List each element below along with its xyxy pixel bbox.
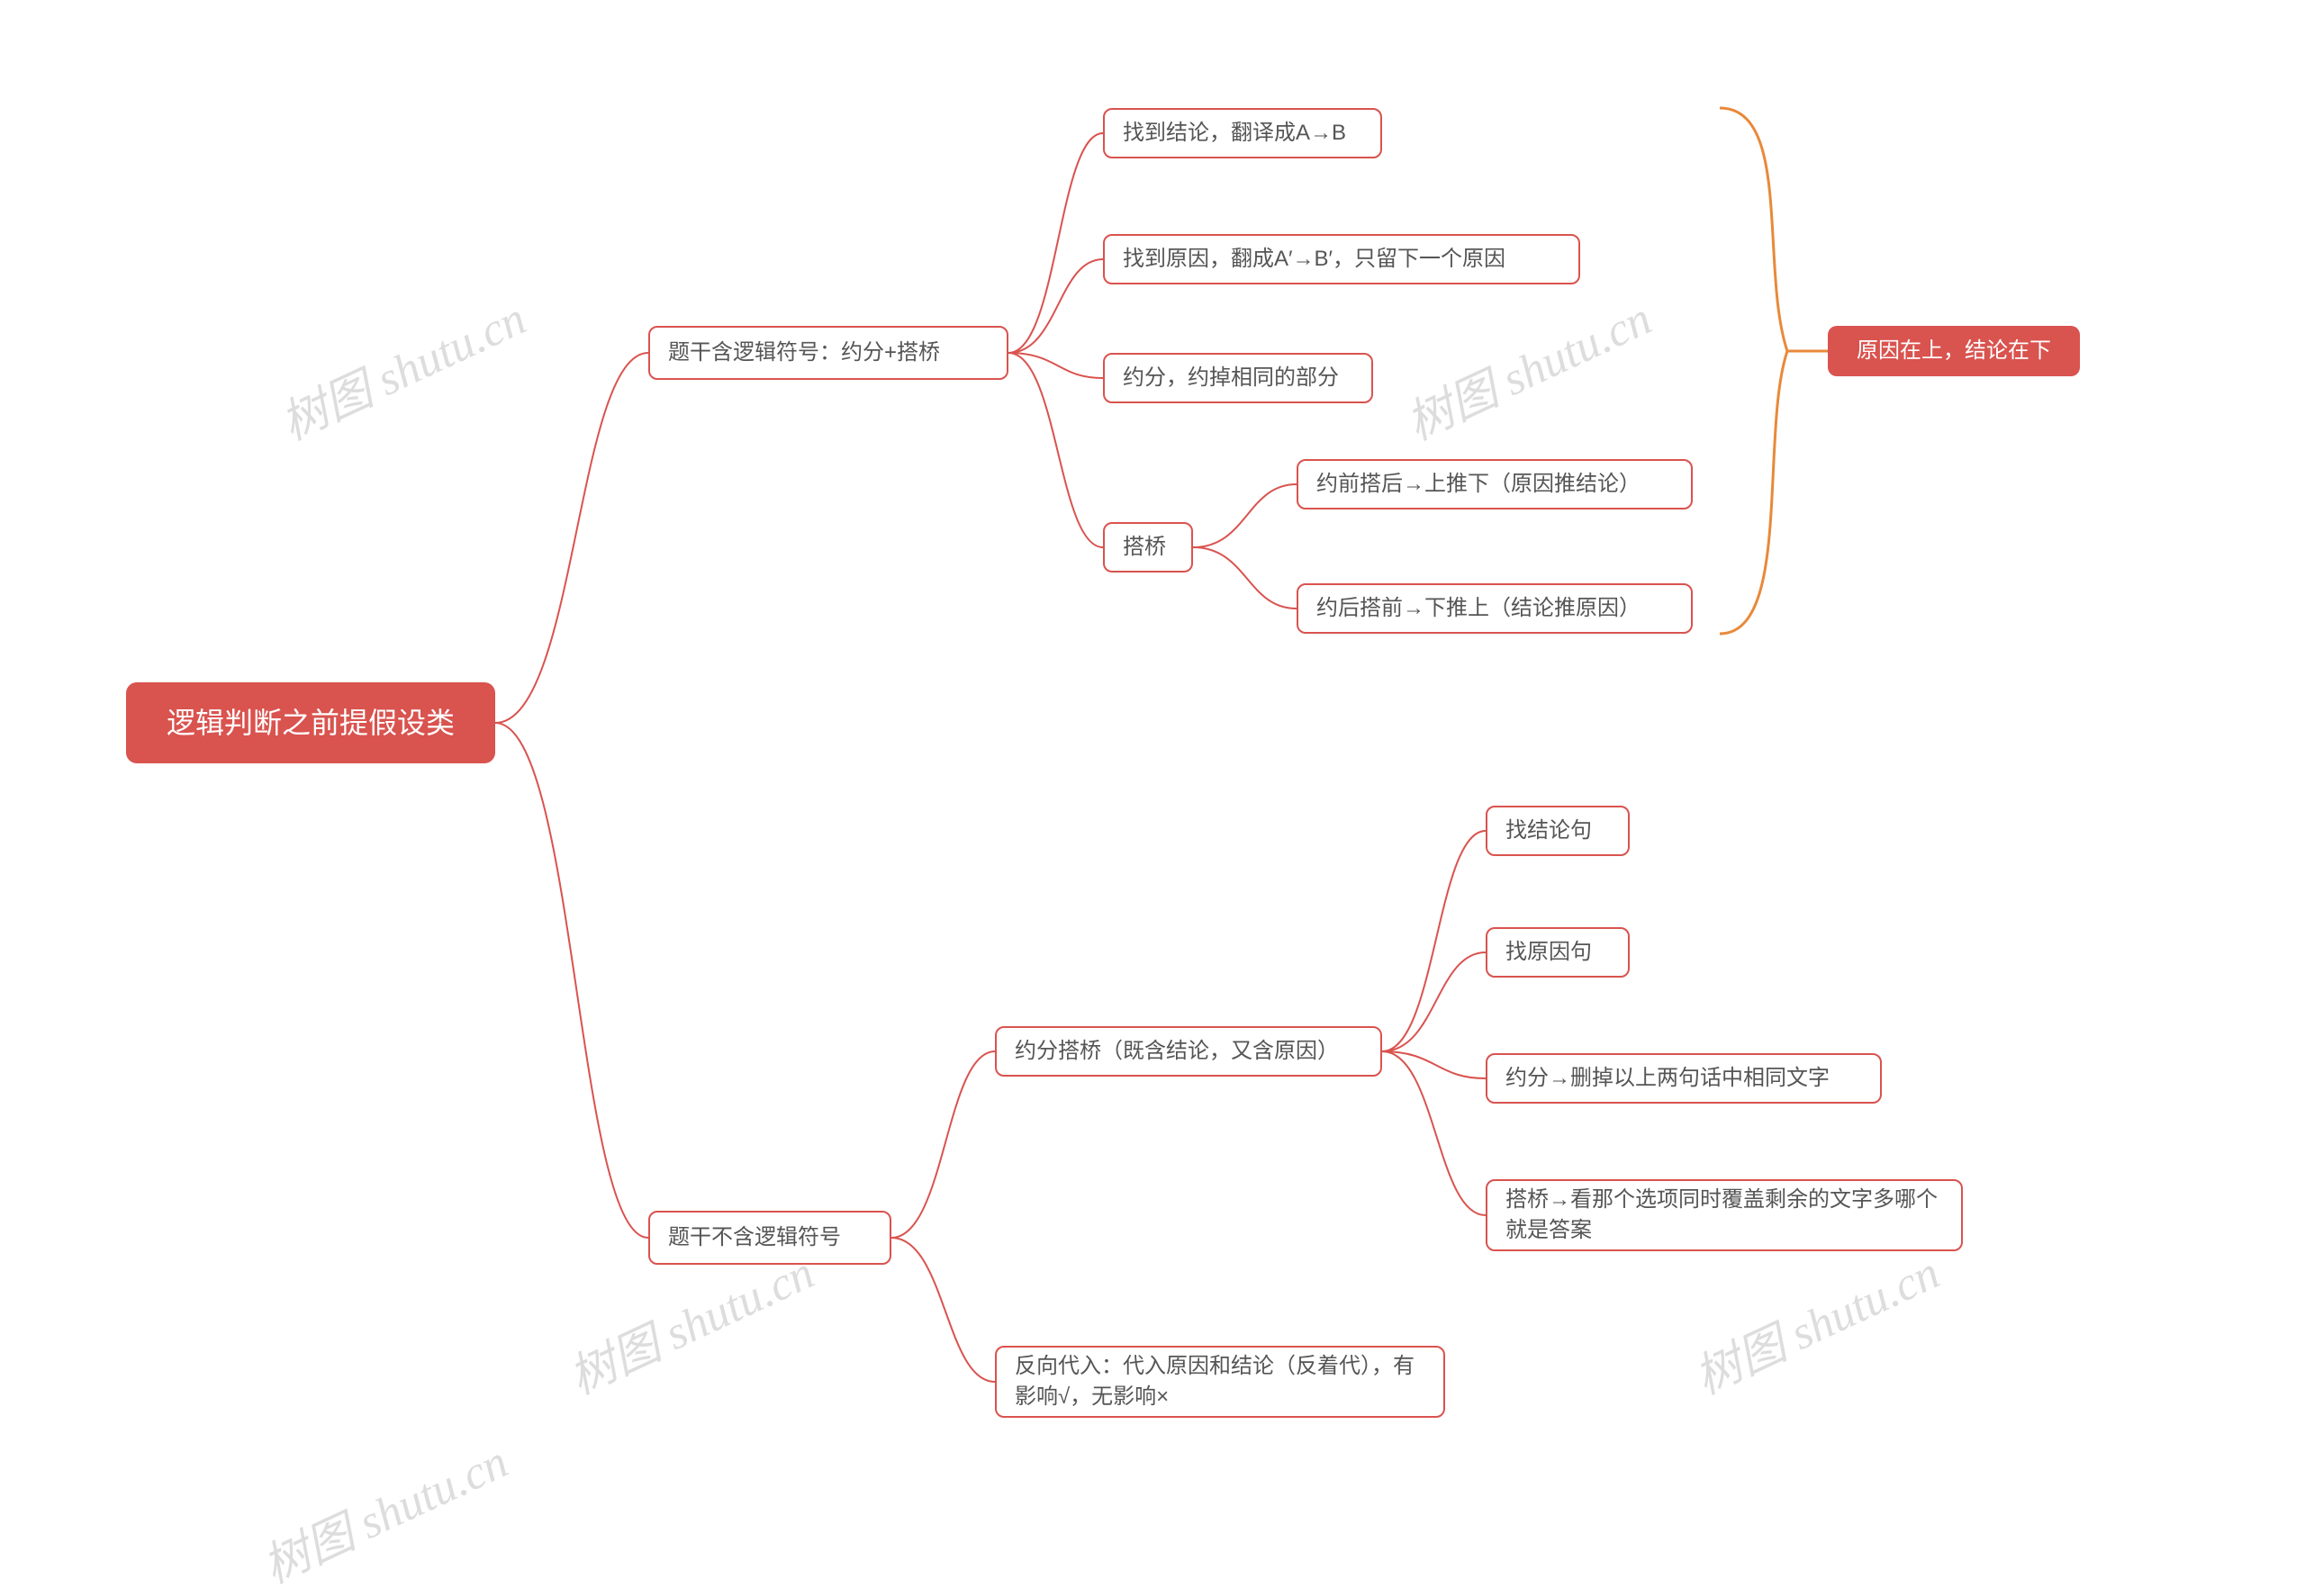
d1d-label: 搭桥→看那个选项同时覆盖剩余的文字多哪个就是答案 [1505, 1185, 1943, 1245]
branch1-label: 题干含逻辑符号：约分+搭桥 [668, 338, 940, 368]
c1-label: 找到结论，翻译成A→B [1123, 118, 1346, 149]
leaf-node-d1d[interactable]: 搭桥→看那个选项同时覆盖剩余的文字多哪个就是答案 [1486, 1179, 1963, 1251]
watermark: 树图 shutu.cn [1394, 281, 1660, 453]
leaf-node-c1[interactable]: 找到结论，翻译成A→B [1103, 108, 1382, 158]
leaf-node-c4a[interactable]: 约前搭后→上推下（原因推结论） [1297, 459, 1693, 509]
leaf-node-c4[interactable]: 搭桥 [1103, 522, 1193, 573]
c2-label: 找到原因，翻成A′→B′，只留下一个原因 [1123, 244, 1505, 275]
leaf-node-c4b[interactable]: 约后搭前→下推上（结论推原因） [1297, 583, 1693, 634]
c3-label: 约分，约掉相同的部分 [1123, 363, 1339, 393]
leaf-node-d1b[interactable]: 找原因句 [1486, 927, 1630, 978]
watermark: 树图 shutu.cn [1682, 1235, 1948, 1407]
watermark: 树图 shutu.cn [250, 1424, 517, 1596]
summary-label: 原因在上，结论在下 [1857, 336, 2051, 366]
c4-label: 搭桥 [1123, 532, 1166, 563]
d1a-label: 找结论句 [1505, 816, 1592, 846]
watermark: 树图 shutu.cn [268, 281, 535, 453]
d1c-label: 约分→删掉以上两句话中相同文字 [1505, 1063, 1830, 1094]
d1b-label: 找原因句 [1505, 937, 1592, 968]
root-node[interactable]: 逻辑判断之前提假设类 [126, 682, 495, 763]
branch-node-no-logic-symbol[interactable]: 题干不含逻辑符号 [648, 1211, 891, 1265]
branch-node-has-logic-symbol[interactable]: 题干含逻辑符号：约分+搭桥 [648, 326, 1008, 380]
leaf-node-d1c[interactable]: 约分→删掉以上两句话中相同文字 [1486, 1053, 1882, 1104]
leaf-node-d2[interactable]: 反向代入：代入原因和结论（反着代），有影响√，无影响× [995, 1346, 1445, 1418]
c4b-label: 约后搭前→下推上（结论推原因） [1316, 593, 1641, 624]
c4a-label: 约前搭后→上推下（原因推结论） [1316, 469, 1641, 500]
summary-node[interactable]: 原因在上，结论在下 [1828, 326, 2080, 376]
leaf-node-c2[interactable]: 找到原因，翻成A′→B′，只留下一个原因 [1103, 234, 1580, 284]
d2-label: 反向代入：代入原因和结论（反着代），有影响√，无影响× [1015, 1351, 1425, 1411]
root-label: 逻辑判断之前提假设类 [167, 703, 455, 744]
leaf-node-d1[interactable]: 约分搭桥（既含结论，又含原因） [995, 1026, 1382, 1077]
branch2-label: 题干不含逻辑符号 [668, 1222, 841, 1253]
mindmap-canvas: 树图 shutu.cn 树图 shutu.cn 树图 shutu.cn 树图 s… [0, 0, 2305, 1481]
leaf-node-d1a[interactable]: 找结论句 [1486, 806, 1630, 856]
d1-label: 约分搭桥（既含结论，又含原因） [1015, 1036, 1339, 1067]
leaf-node-c3[interactable]: 约分，约掉相同的部分 [1103, 353, 1373, 403]
